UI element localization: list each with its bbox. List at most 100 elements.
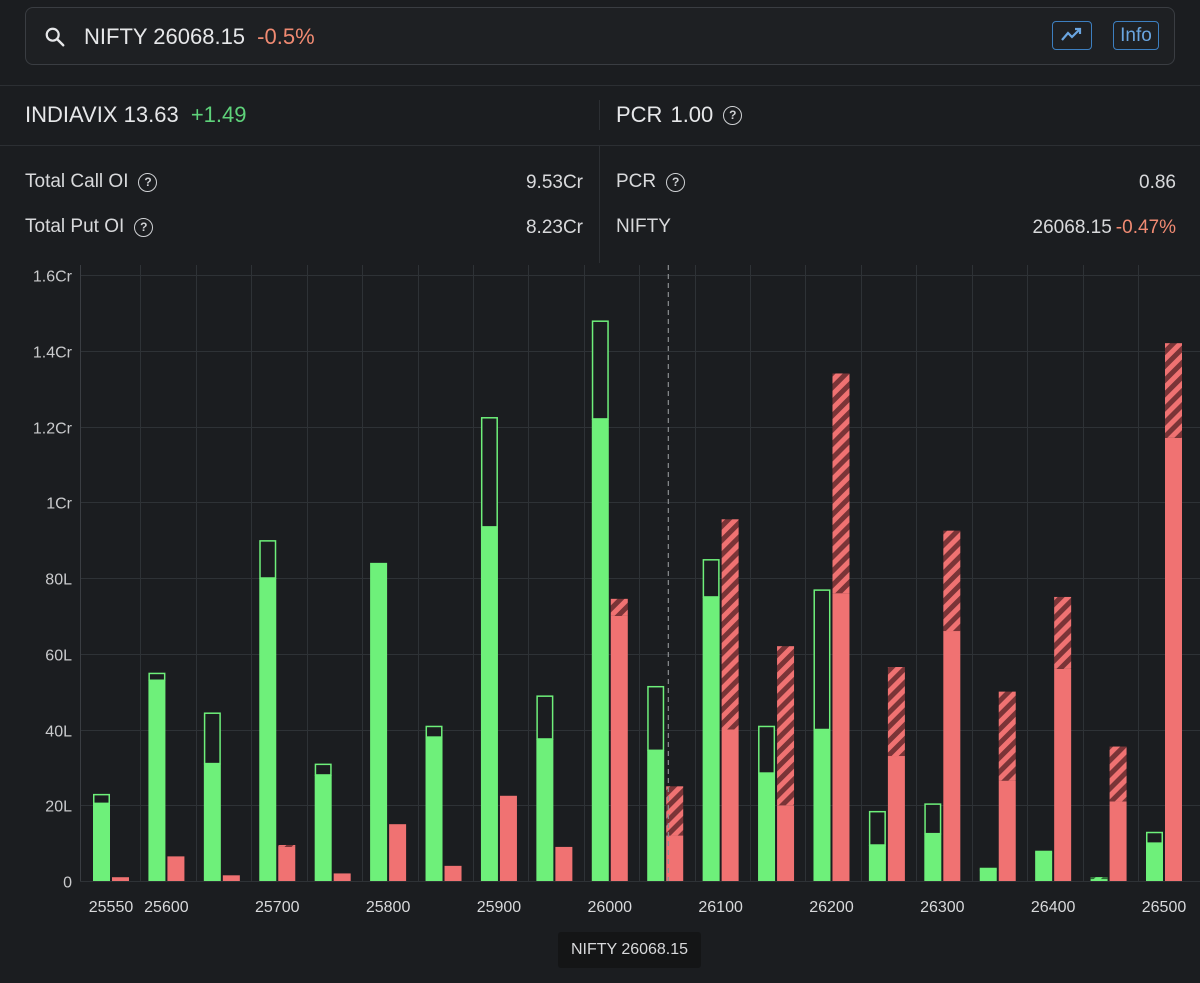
spot-price-tooltip: NIFTY 26068.15	[558, 932, 701, 968]
pcr-value: 0.86	[1139, 172, 1176, 193]
divider	[0, 145, 1200, 146]
x-tick-label: 26100	[698, 899, 743, 916]
put-oi-bar	[1054, 668, 1072, 881]
call-oi-change-outline	[203, 712, 221, 765]
y-tick-label: 40L	[45, 724, 72, 741]
put-oi-change-hatch	[943, 530, 961, 632]
call-oi-bar	[868, 845, 886, 881]
trend-chart-icon	[1061, 27, 1082, 41]
put-oi-change-hatch	[998, 691, 1016, 781]
call-oi-bar	[813, 729, 831, 881]
y-tick-label: 60L	[45, 648, 72, 665]
put-oi-bar	[112, 877, 129, 881]
call-oi-bar	[314, 774, 332, 881]
call-oi-change-outline	[702, 559, 720, 598]
put-oi-change-hatch	[666, 786, 684, 836]
pcr-label: PCR	[616, 171, 657, 192]
help-icon[interactable]: ?	[138, 172, 158, 192]
call-oi-bar	[591, 418, 609, 881]
oi-bar-chart[interactable]: 0 20L 40L 60L 80L 1Cr 1.2Cr 1.4Cr 1.6Cr 25550 2560…	[0, 262, 1200, 927]
put-oi-bar	[1165, 437, 1182, 881]
y-tick-label: 1.6Cr	[33, 269, 73, 286]
y-tick-label: 20L	[45, 799, 72, 816]
help-icon[interactable]: ?	[723, 105, 743, 125]
call-oi-change-outline	[314, 763, 332, 776]
x-tick-label: 25700	[255, 899, 300, 916]
call-oi-bar	[979, 869, 997, 881]
call-oi-change-outline	[591, 320, 609, 420]
put-oi-bar	[1109, 801, 1127, 881]
put-oi-bar	[444, 865, 462, 881]
total-call-oi-value: 9.53Cr	[525, 172, 583, 193]
put-oi-change-hatch	[610, 598, 628, 616]
call-oi-change-outline	[425, 725, 443, 738]
indiavix-value: 13.63	[123, 102, 179, 127]
indiavix-change: +1.49	[190, 102, 247, 127]
total-put-oi-row: Total Put OI ?	[25, 216, 154, 238]
put-oi-change-hatch	[1165, 343, 1182, 438]
symbol-change: -0.5%	[257, 24, 315, 49]
call-oi-change-outline	[93, 793, 110, 805]
call-oi-change-outline	[868, 810, 886, 846]
x-tick-label: 25600	[144, 899, 189, 916]
call-oi-bar	[203, 763, 221, 881]
nifty-change: -0.47%	[1115, 217, 1176, 238]
call-oi-change-outline	[480, 417, 498, 528]
help-icon[interactable]: ?	[666, 172, 686, 192]
total-put-oi-value: 8.23Cr	[525, 217, 583, 238]
put-oi-change-hatch	[1054, 596, 1072, 669]
put-oi-change-hatch	[832, 373, 850, 594]
put-oi-bar	[167, 856, 185, 881]
search-icon	[45, 27, 65, 47]
put-oi-bar	[666, 835, 684, 881]
call-oi-change-outline	[148, 672, 166, 682]
call-oi-change-outline	[1035, 850, 1053, 854]
put-oi-bar	[721, 729, 739, 881]
symbol-quote: NIFTY 26068.15 -0.5%	[84, 24, 315, 50]
help-icon[interactable]: ?	[134, 217, 154, 237]
symbol-price: 26068.15	[153, 24, 246, 49]
call-oi-bar	[536, 738, 554, 881]
x-tick-label: 26500	[1142, 899, 1187, 916]
call-oi-change-outline	[758, 725, 776, 774]
total-call-oi-row: Total Call OI ?	[25, 171, 158, 193]
call-oi-change-outline	[1146, 831, 1163, 844]
put-oi-bar	[610, 615, 628, 881]
call-oi-bar	[148, 680, 166, 881]
y-tick-label: 1Cr	[46, 496, 72, 513]
put-oi-bar	[278, 846, 296, 881]
call-oi-bar	[924, 833, 942, 881]
pcr-row: PCR ?	[616, 171, 686, 193]
divider	[0, 85, 1200, 86]
put-oi-bar	[333, 873, 351, 881]
y-tick-label: 80L	[45, 572, 72, 589]
indiavix-label: INDIAVIX	[25, 102, 118, 127]
put-oi-bar	[222, 875, 240, 881]
call-oi-bar	[425, 737, 443, 881]
x-tick-label: 26200	[809, 899, 854, 916]
call-oi-bar-change-hatch	[1090, 877, 1108, 880]
call-oi-bar	[1146, 843, 1163, 881]
call-oi-bar	[1035, 852, 1053, 881]
y-tick-label: 1.4Cr	[33, 345, 73, 362]
indiavix-quote: INDIAVIX 13.63 +1.49	[25, 102, 247, 128]
x-tick-label: 26400	[1031, 899, 1076, 916]
nifty-value: 26068.15	[1032, 217, 1112, 238]
symbol-search-bar[interactable]: NIFTY 26068.15 -0.5% Info	[25, 7, 1175, 65]
put-oi-bar	[943, 631, 961, 881]
pcr-header-value: 1.00	[670, 102, 714, 127]
pcr-header-label: PCR	[616, 102, 663, 127]
info-button[interactable]: Info	[1113, 21, 1159, 50]
chart-toggle-button[interactable]	[1052, 21, 1092, 50]
call-oi-change-outline	[536, 695, 554, 740]
divider	[599, 100, 600, 130]
put-oi-change-hatch	[721, 519, 739, 730]
put-oi-bar	[777, 805, 795, 881]
symbol-name: NIFTY	[84, 24, 148, 49]
put-oi-bar	[832, 593, 850, 881]
nifty-row: NIFTY	[616, 216, 671, 238]
call-oi-bar	[647, 750, 665, 881]
pcr-header: PCR 1.00 ?	[616, 102, 743, 128]
call-oi-bar	[758, 773, 776, 881]
call-oi-bar	[259, 578, 277, 881]
